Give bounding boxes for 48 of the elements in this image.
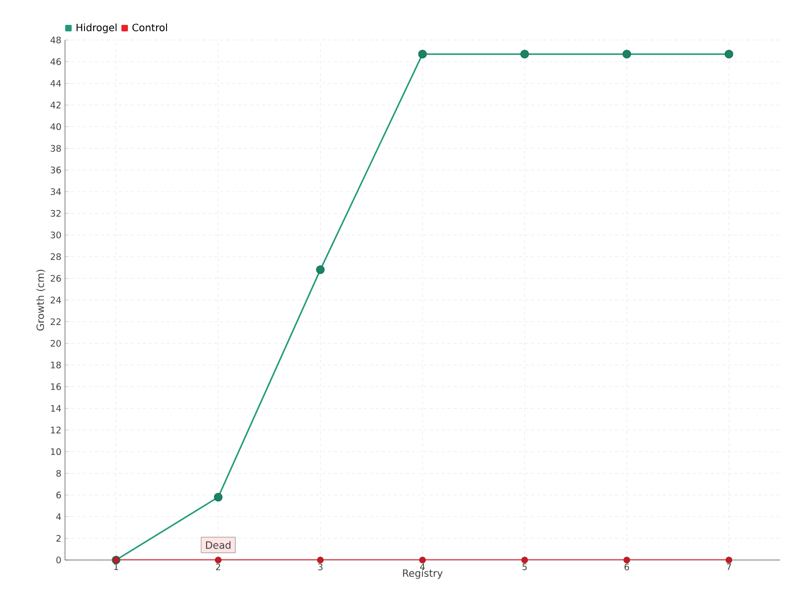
y-tick-label: 36: [50, 166, 61, 174]
y-tick-label: 48: [50, 36, 61, 44]
y-tick-label: 6: [56, 492, 61, 498]
point: [214, 556, 222, 564]
y-tick-label: 30: [50, 232, 61, 238]
y-tick-label: 14: [51, 405, 61, 412]
x-tick-label: 3: [318, 564, 322, 570]
y-tick-label: 10: [51, 448, 61, 456]
y-tick-label: 44: [50, 80, 61, 87]
point: [726, 556, 732, 564]
x-tick-label: 5: [522, 564, 527, 570]
point: [214, 492, 222, 502]
y-tick-label: 12: [51, 426, 61, 434]
y-tick-label: 8: [56, 470, 61, 477]
point: [418, 50, 427, 58]
y-tick-label: 42: [50, 102, 61, 108]
point: [520, 50, 529, 58]
y-tick-label: 32: [50, 210, 61, 217]
x-tick-label: 6: [624, 564, 630, 570]
point: [622, 50, 632, 58]
x-tick-label: 2: [216, 564, 220, 570]
y-tick-label: 38: [50, 144, 61, 152]
y-tick-label: 18: [51, 362, 61, 368]
y-tick-label: 24: [50, 296, 61, 304]
legend-label: Hidrogel: [76, 24, 117, 34]
y-tick-label: 34: [50, 188, 61, 196]
y-tick-label: 0: [56, 556, 61, 564]
legend-label: Control: [132, 24, 167, 32]
y-tick-label: 26: [50, 274, 61, 282]
x-axis-title: Registry: [403, 569, 443, 579]
y-tick-label: 28: [50, 253, 61, 260]
point: [521, 556, 528, 564]
point: [419, 556, 426, 564]
y-tick-label: 46: [50, 58, 61, 66]
x-tick-label: 4: [420, 564, 425, 570]
y-tick-label: 40: [50, 123, 61, 130]
point: [316, 265, 325, 274]
point: [724, 50, 734, 58]
y-tick-label: 2: [56, 535, 61, 542]
point: [624, 556, 630, 564]
y-tick-label: 22: [50, 318, 61, 325]
y-tick-label: 20: [50, 340, 61, 347]
y-tick-label: 4: [56, 513, 61, 520]
x-tick-label: 7: [726, 564, 732, 570]
y-tick-label: 16: [51, 383, 61, 390]
annotation: Dead: [206, 541, 230, 549]
y-axis-title: Growth (cm): [36, 270, 46, 331]
point: [317, 556, 324, 564]
